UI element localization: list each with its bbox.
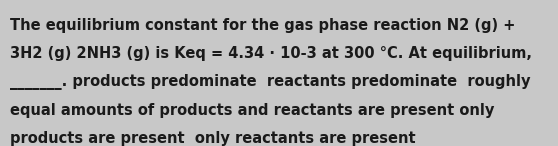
Text: _______. products predominate  reactants predominate  roughly: _______. products predominate reactants …	[10, 74, 531, 91]
Text: 3H2 (g) 2NH3 (g) is Keq = 4.34 · 10-3 at 300 °C. At equilibrium,: 3H2 (g) 2NH3 (g) is Keq = 4.34 · 10-3 at…	[10, 46, 532, 61]
Text: The equilibrium constant for the gas phase reaction N2 (g) +: The equilibrium constant for the gas pha…	[10, 18, 516, 33]
Text: products are present  only reactants are present: products are present only reactants are …	[10, 131, 416, 146]
Text: equal amounts of products and reactants are present only: equal amounts of products and reactants …	[10, 103, 494, 118]
